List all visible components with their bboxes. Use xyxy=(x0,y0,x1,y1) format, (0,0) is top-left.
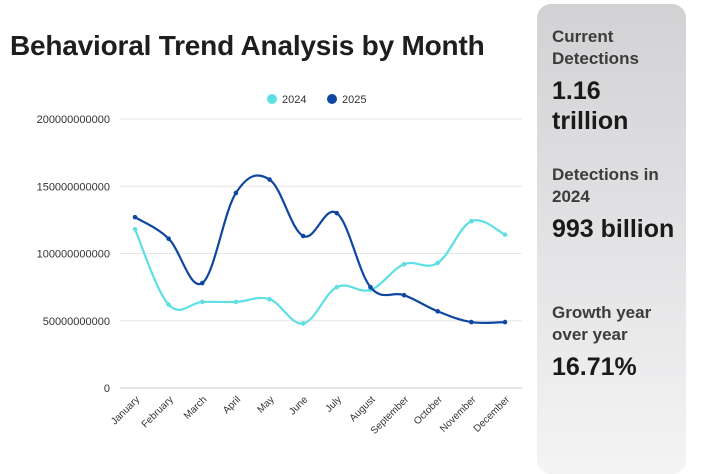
stat-value: 1.16 trillion xyxy=(552,77,629,135)
series-line-2024 xyxy=(133,219,506,325)
data-point-2024 xyxy=(233,299,239,305)
stat-label: Detections in 2024 xyxy=(552,165,659,206)
data-point-2025 xyxy=(401,292,407,298)
y-tick-label: 50000000000 xyxy=(43,316,110,328)
x-tick-label: April xyxy=(221,394,243,416)
y-tick-label: 150000000000 xyxy=(37,181,110,193)
x-tick-label: January xyxy=(109,394,142,427)
x-tick-label: August xyxy=(348,394,378,424)
data-point-2024 xyxy=(132,226,138,232)
data-point-2025 xyxy=(334,210,340,216)
data-point-2025 xyxy=(469,319,474,325)
x-tick-label: June xyxy=(287,394,310,417)
data-point-2024 xyxy=(334,284,340,290)
data-point-2025 xyxy=(132,214,138,220)
legend-marker-2024 xyxy=(267,94,277,104)
legend-label-2024: 2024 xyxy=(282,94,306,106)
data-point-2024 xyxy=(166,302,171,307)
x-tick-label: February xyxy=(140,394,176,430)
data-point-2024 xyxy=(401,261,407,267)
legend-label-2025: 2025 xyxy=(342,94,366,106)
data-point-2025 xyxy=(267,177,272,182)
stats-panel: Current Detections 1.16 trillion Detecti… xyxy=(537,4,686,474)
data-point-2024 xyxy=(267,296,272,302)
data-point-2025 xyxy=(233,190,239,196)
stat-growth-yoy: Growth year over year 16.71% xyxy=(552,302,682,382)
data-point-2025 xyxy=(166,236,171,242)
data-point-2025 xyxy=(502,319,508,325)
data-point-2025 xyxy=(435,309,441,314)
x-tick-label: March xyxy=(182,394,209,421)
x-tick-label: May xyxy=(256,394,277,415)
stat-current-detections: Current Detections 1.16 trillion xyxy=(552,26,682,136)
x-tick-label: October xyxy=(412,394,445,427)
data-point-2024 xyxy=(199,299,205,305)
stat-value: 16.71% xyxy=(552,353,637,381)
y-tick-label: 0 xyxy=(104,383,110,395)
y-tick-label: 100000000000 xyxy=(37,249,110,261)
stat-label: Growth year over year xyxy=(552,303,652,344)
data-point-2024 xyxy=(435,260,441,266)
line-chart: 0 50000000000 100000000000 150000000000 2000… xyxy=(37,94,522,437)
data-point-2024 xyxy=(300,321,306,326)
chart-title: Behavioral Trend Analysis by Month xyxy=(10,30,485,61)
stat-label: Current Detections xyxy=(552,27,639,68)
y-tick-label: 200000000000 xyxy=(37,114,110,126)
x-tick-label: December xyxy=(472,394,513,435)
legend-marker-2025 xyxy=(327,94,337,104)
data-point-2024 xyxy=(502,232,508,237)
x-tick-label: July xyxy=(324,394,344,414)
data-point-2024 xyxy=(469,218,474,224)
data-point-2025 xyxy=(368,284,373,290)
stat-value: 993 billion xyxy=(552,215,675,243)
data-point-2025 xyxy=(300,233,306,239)
stat-detections-2024: Detections in 2024 993 billion xyxy=(552,164,682,244)
data-point-2025 xyxy=(199,280,205,286)
